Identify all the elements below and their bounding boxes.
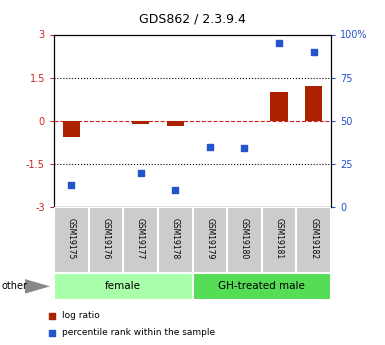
- Bar: [192, 207, 227, 273]
- Bar: [305, 86, 323, 121]
- Polygon shape: [25, 279, 50, 294]
- Text: GSM19178: GSM19178: [171, 218, 180, 259]
- Bar: [192, 273, 331, 300]
- Text: GSM19175: GSM19175: [67, 218, 76, 259]
- Text: GSM19181: GSM19181: [275, 218, 284, 259]
- Bar: [296, 207, 331, 273]
- Point: [68, 182, 74, 187]
- Point: [137, 170, 144, 175]
- Point: [241, 146, 248, 151]
- Text: GSM19179: GSM19179: [205, 218, 214, 259]
- Point: [311, 49, 317, 55]
- Point: [49, 330, 55, 336]
- Text: female: female: [105, 282, 141, 291]
- Text: log ratio: log ratio: [62, 311, 100, 320]
- Text: GSM19177: GSM19177: [136, 218, 145, 259]
- Bar: [62, 121, 80, 137]
- Bar: [271, 92, 288, 121]
- Bar: [123, 207, 158, 273]
- Point: [172, 187, 178, 193]
- Text: GSM19182: GSM19182: [309, 218, 318, 259]
- Bar: [54, 207, 89, 273]
- Bar: [89, 207, 123, 273]
- Text: percentile rank within the sample: percentile rank within the sample: [62, 328, 215, 337]
- Bar: [227, 207, 262, 273]
- Text: GSM19176: GSM19176: [101, 218, 110, 259]
- Bar: [262, 207, 296, 273]
- Text: GDS862 / 2.3.9.4: GDS862 / 2.3.9.4: [139, 12, 246, 25]
- Bar: [158, 207, 192, 273]
- Bar: [167, 121, 184, 126]
- Bar: [132, 121, 149, 124]
- Point: [207, 144, 213, 149]
- Text: other: other: [2, 282, 28, 291]
- Bar: [54, 273, 192, 300]
- Text: GSM19180: GSM19180: [240, 218, 249, 259]
- Point: [49, 313, 55, 318]
- Text: GH-treated male: GH-treated male: [218, 282, 305, 291]
- Point: [276, 40, 282, 46]
